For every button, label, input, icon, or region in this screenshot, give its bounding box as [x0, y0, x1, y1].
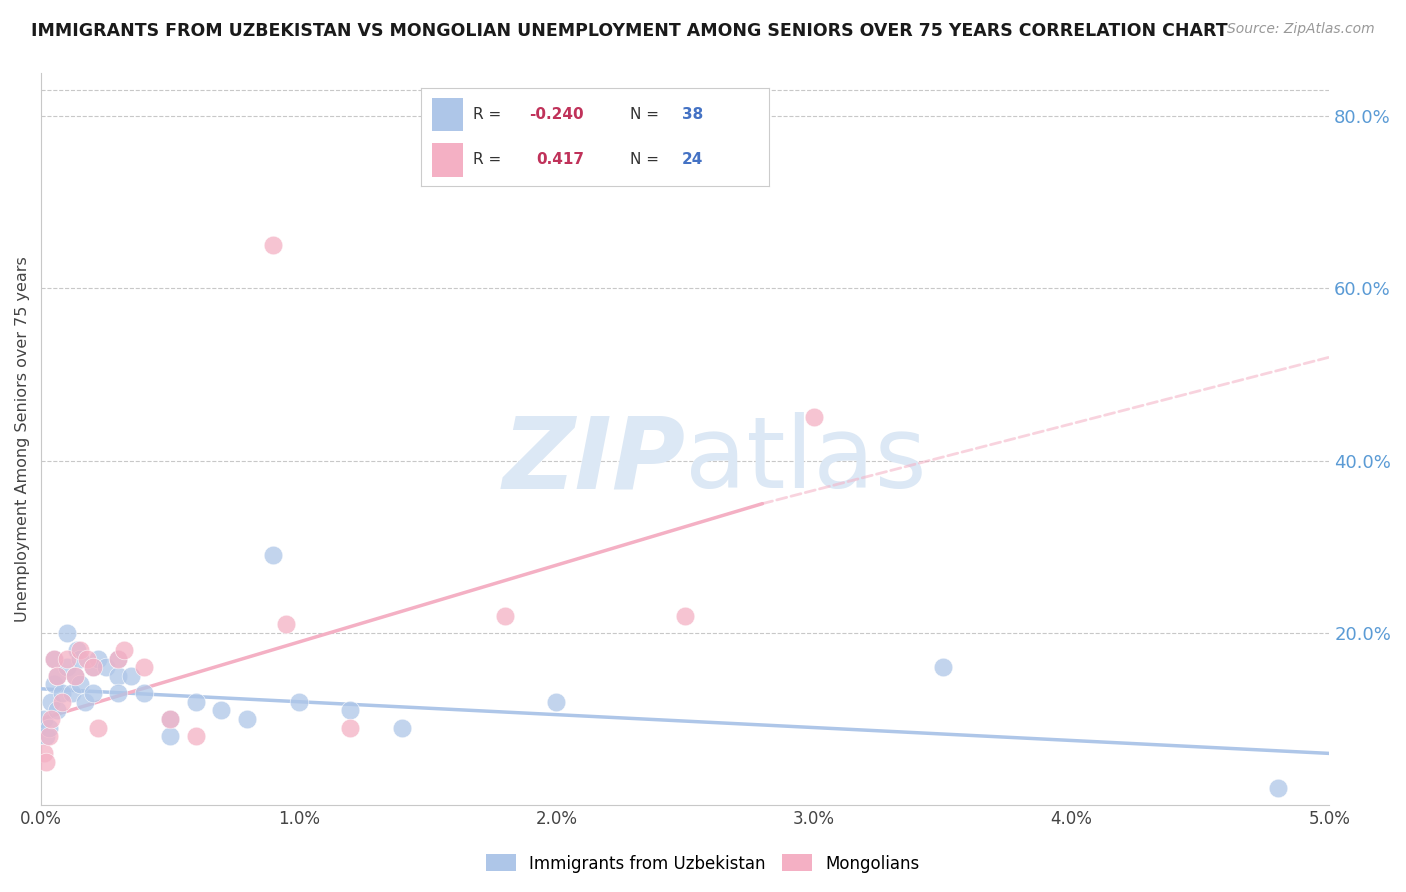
Point	[236, 712, 259, 726]
Point	[159, 712, 181, 726]
Point	[41, 712, 63, 726]
Point	[69, 677, 91, 691]
Point	[184, 695, 207, 709]
Point	[184, 729, 207, 743]
Point	[262, 549, 284, 563]
Point	[82, 660, 104, 674]
Point	[56, 651, 79, 665]
Point	[546, 695, 568, 709]
Point	[42, 677, 65, 691]
Point	[66, 643, 89, 657]
Text: atlas: atlas	[685, 412, 927, 509]
Text: ZIP: ZIP	[502, 412, 685, 509]
Point	[494, 608, 516, 623]
Point	[42, 651, 65, 665]
Point	[287, 695, 309, 709]
Point	[211, 703, 233, 717]
Y-axis label: Unemployment Among Seniors over 75 years: Unemployment Among Seniors over 75 years	[15, 256, 30, 622]
Text: IMMIGRANTS FROM UZBEKISTAN VS MONGOLIAN UNEMPLOYMENT AMONG SENIORS OVER 75 YEARS: IMMIGRANTS FROM UZBEKISTAN VS MONGOLIAN …	[31, 22, 1227, 40]
Point	[107, 651, 129, 665]
Point	[73, 695, 96, 709]
Point	[94, 660, 117, 674]
Point	[63, 669, 86, 683]
Point	[69, 643, 91, 657]
Point	[107, 651, 129, 665]
Point	[45, 703, 67, 717]
Point	[339, 721, 361, 735]
Point	[38, 729, 60, 743]
Point	[51, 686, 73, 700]
Point	[82, 686, 104, 700]
Point	[134, 660, 156, 674]
Point	[63, 669, 86, 683]
Point	[120, 669, 142, 683]
Point	[159, 729, 181, 743]
Text: Source: ZipAtlas.com: Source: ZipAtlas.com	[1227, 22, 1375, 37]
Point	[56, 660, 79, 674]
Point	[41, 695, 63, 709]
Point	[107, 669, 129, 683]
Point	[134, 686, 156, 700]
Point	[42, 651, 65, 665]
Point	[35, 755, 58, 769]
Point	[45, 669, 67, 683]
Point	[262, 238, 284, 252]
Point	[76, 651, 98, 665]
Point	[51, 695, 73, 709]
Point	[45, 669, 67, 683]
Point	[1267, 780, 1289, 795]
Point	[87, 721, 110, 735]
Point	[32, 712, 55, 726]
Point	[35, 729, 58, 743]
Point	[673, 608, 696, 623]
Point	[32, 747, 55, 761]
Point	[38, 721, 60, 735]
Point	[274, 617, 297, 632]
Point	[803, 410, 825, 425]
Point	[56, 625, 79, 640]
Point	[112, 643, 135, 657]
Point	[391, 721, 413, 735]
Point	[159, 712, 181, 726]
Point	[339, 703, 361, 717]
Point	[932, 660, 955, 674]
Point	[87, 651, 110, 665]
Point	[107, 686, 129, 700]
Point	[82, 660, 104, 674]
Legend: Immigrants from Uzbekistan, Mongolians: Immigrants from Uzbekistan, Mongolians	[479, 847, 927, 880]
Point	[69, 651, 91, 665]
Point	[60, 686, 83, 700]
